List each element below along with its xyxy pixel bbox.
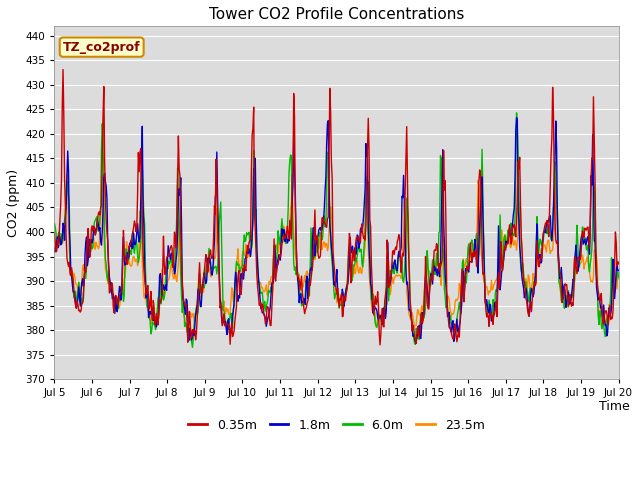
Line: 23.5m: 23.5m [54,174,618,329]
6.0m [51,221,58,227]
Line: 0.35m: 0.35m [54,70,618,345]
6.0m [614,274,622,280]
23.5m [184,326,191,332]
1.8m [422,276,430,282]
1.8m [206,255,214,261]
1.8m [513,115,520,120]
0.35m [177,229,184,235]
23.5m [407,317,415,323]
1.8m [614,268,622,274]
6.0m [513,110,520,116]
0.35m [51,230,58,236]
Text: TZ_co2prof: TZ_co2prof [63,41,141,54]
6.0m [61,217,68,223]
X-axis label: Time: Time [599,400,630,413]
0.35m [120,228,127,233]
0.35m [614,261,622,267]
6.0m [207,264,214,270]
23.5m [423,288,431,293]
23.5m [614,276,622,281]
23.5m [61,226,68,232]
1.8m [405,307,413,313]
1.8m [119,246,127,252]
0.35m [423,299,431,305]
0.35m [61,203,69,209]
23.5m [120,284,127,289]
1.8m [412,340,420,346]
6.0m [176,244,184,250]
Line: 1.8m: 1.8m [54,118,618,343]
6.0m [422,284,430,289]
1.8m [51,249,58,255]
6.0m [119,288,127,294]
6.0m [406,281,413,287]
1.8m [61,237,68,243]
Title: Tower CO2 Profile Concentrations: Tower CO2 Profile Concentrations [209,7,464,22]
0.35m [59,67,67,72]
1.8m [176,192,184,198]
23.5m [177,235,184,241]
Y-axis label: CO2 (ppm): CO2 (ppm) [7,168,20,237]
0.35m [207,247,214,253]
Legend: 0.35m, 1.8m, 6.0m, 23.5m: 0.35m, 1.8m, 6.0m, 23.5m [183,413,490,436]
23.5m [51,240,58,246]
0.35m [376,342,384,348]
23.5m [63,171,71,177]
6.0m [189,345,196,350]
23.5m [207,274,215,280]
Line: 6.0m: 6.0m [54,113,618,348]
0.35m [407,304,415,310]
